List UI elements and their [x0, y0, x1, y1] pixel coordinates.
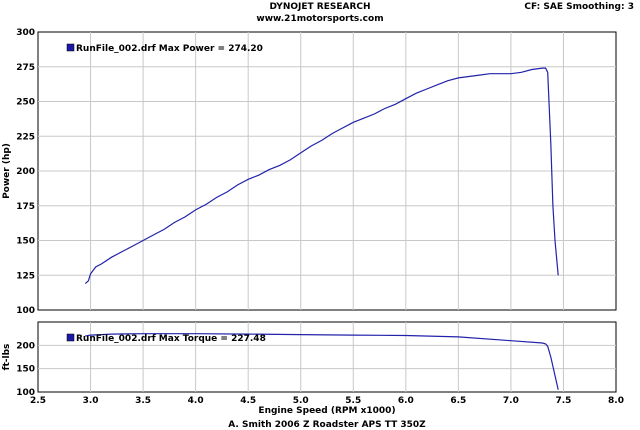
run-description-footer: A. Smith 2006 Z Roadster APS TT 350Z	[228, 420, 426, 430]
x-tick-label: 3.5	[135, 396, 151, 406]
x-tick-label: 7.5	[555, 396, 571, 406]
x-tick-label: 6.0	[398, 396, 414, 406]
x-tick-label: 4.0	[188, 396, 204, 406]
x-tick-label: 2.5	[30, 396, 46, 406]
x-tick-label: 5.0	[293, 396, 309, 406]
y-tick-label: 150	[16, 365, 35, 375]
y-tick-label: 150	[16, 237, 35, 247]
torque-y-ticks: 100 150 200	[16, 341, 35, 398]
y-tick-label: 300	[16, 28, 35, 38]
y-tick-label: 100	[16, 306, 35, 316]
x-tick-label: 7.0	[503, 396, 519, 406]
x-axis-ticks: 2.5 3.0 3.5 4.0 4.5 5.0 5.5 6.0 6.5 7.0 7.5 8.0	[30, 396, 624, 406]
torque-series-line	[85, 333, 559, 390]
power-y-axis-label: Power (hp)	[2, 143, 12, 199]
x-tick-label: 5.5	[345, 396, 361, 406]
y-tick-label: 200	[16, 167, 35, 177]
power-panel: 100 125 150 175 200 225 250 275 300 RunFile_002.…	[2, 28, 617, 316]
x-tick-label: 8.0	[608, 396, 624, 406]
torque-y-axis-label: ft-lbs	[2, 344, 12, 371]
chart-subtitle: www.21motorsports.com	[256, 14, 384, 24]
power-series-line	[84, 67, 559, 285]
y-tick-label: 225	[16, 132, 35, 142]
power-grid	[38, 32, 616, 310]
chart-title: DYNOJET RESEARCH	[269, 2, 371, 12]
x-axis-label: Engine Speed (RPM x1000)	[258, 406, 395, 416]
y-tick-label: 125	[16, 271, 35, 281]
torque-plot-frame	[37, 321, 617, 393]
y-tick-label: 250	[16, 98, 35, 108]
torque-grid	[38, 322, 616, 392]
x-tick-label: 4.5	[240, 396, 256, 406]
torque-panel: 100 150 200 RunFile_002.drf Max Torque = 2…	[2, 321, 617, 398]
power-legend-label: RunFile_002.drf Max Power = 274.20	[76, 44, 263, 54]
x-tick-label: 6.5	[450, 396, 466, 406]
torque-legend-swatch	[66, 333, 75, 342]
y-tick-label: 175	[16, 202, 35, 212]
power-legend-swatch	[66, 43, 75, 52]
y-tick-label: 200	[16, 341, 35, 351]
power-y-ticks: 100 125 150 175 200 225 250 275 300	[16, 28, 35, 316]
y-tick-label: 275	[16, 63, 35, 73]
x-tick-label: 3.0	[83, 396, 99, 406]
y-tick-label: 100	[16, 388, 35, 398]
torque-legend-label: RunFile_002.drf Max Torque = 227.48	[76, 334, 266, 344]
chart-correction-info: CF: SAE Smoothing: 3	[524, 2, 634, 12]
